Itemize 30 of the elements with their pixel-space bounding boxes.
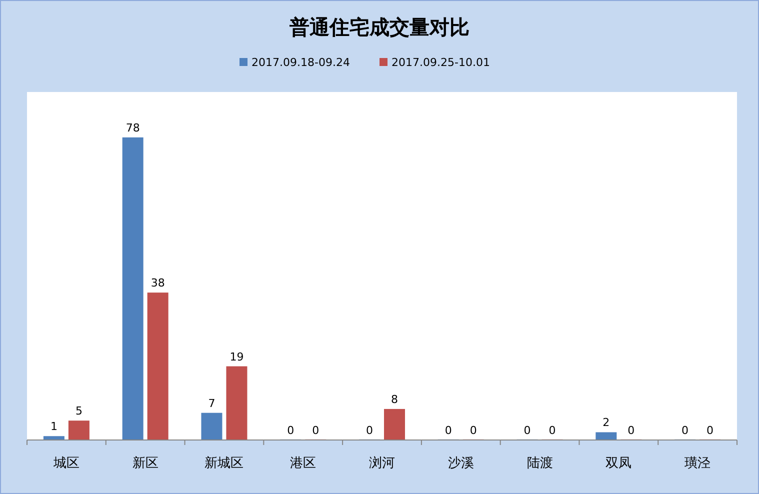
data-label: 0 xyxy=(312,424,320,437)
data-label: 0 xyxy=(628,424,635,437)
data-label: 0 xyxy=(548,424,556,437)
x-tick-label: 浏河 xyxy=(369,456,395,471)
data-label: 38 xyxy=(150,276,165,290)
legend-label: 2017.09.25-10.01 xyxy=(392,56,490,69)
x-tick-label: 陆渡 xyxy=(526,456,553,471)
x-tick-label: 璜泾 xyxy=(684,456,711,471)
x-tick-label: 新区 xyxy=(132,456,158,471)
chart-title: 普通住宅成交量对比 xyxy=(288,15,470,39)
data-label: 0 xyxy=(287,424,294,437)
data-label: 19 xyxy=(230,350,244,364)
data-label: 1 xyxy=(50,420,58,434)
x-tick-label: 沙溪 xyxy=(448,456,474,471)
data-label: 7 xyxy=(208,396,216,410)
data-label: 78 xyxy=(126,121,140,134)
x-tick-label: 港区 xyxy=(290,456,316,471)
data-label: 2 xyxy=(602,416,610,430)
data-label: 0 xyxy=(470,424,477,437)
data-label: 0 xyxy=(444,424,452,437)
data-label: 0 xyxy=(524,424,531,437)
data-label: 0 xyxy=(682,424,689,437)
legend-label: 2017.09.18-09.24 xyxy=(252,56,350,69)
x-tick-label: 城区 xyxy=(52,456,80,471)
data-label: 5 xyxy=(75,404,82,418)
data-label: 8 xyxy=(391,392,398,406)
x-tick-label: 新城区 xyxy=(204,456,244,471)
data-label: 0 xyxy=(706,424,714,437)
data-label: 0 xyxy=(366,424,373,437)
x-tick-label: 双凤 xyxy=(606,456,632,471)
